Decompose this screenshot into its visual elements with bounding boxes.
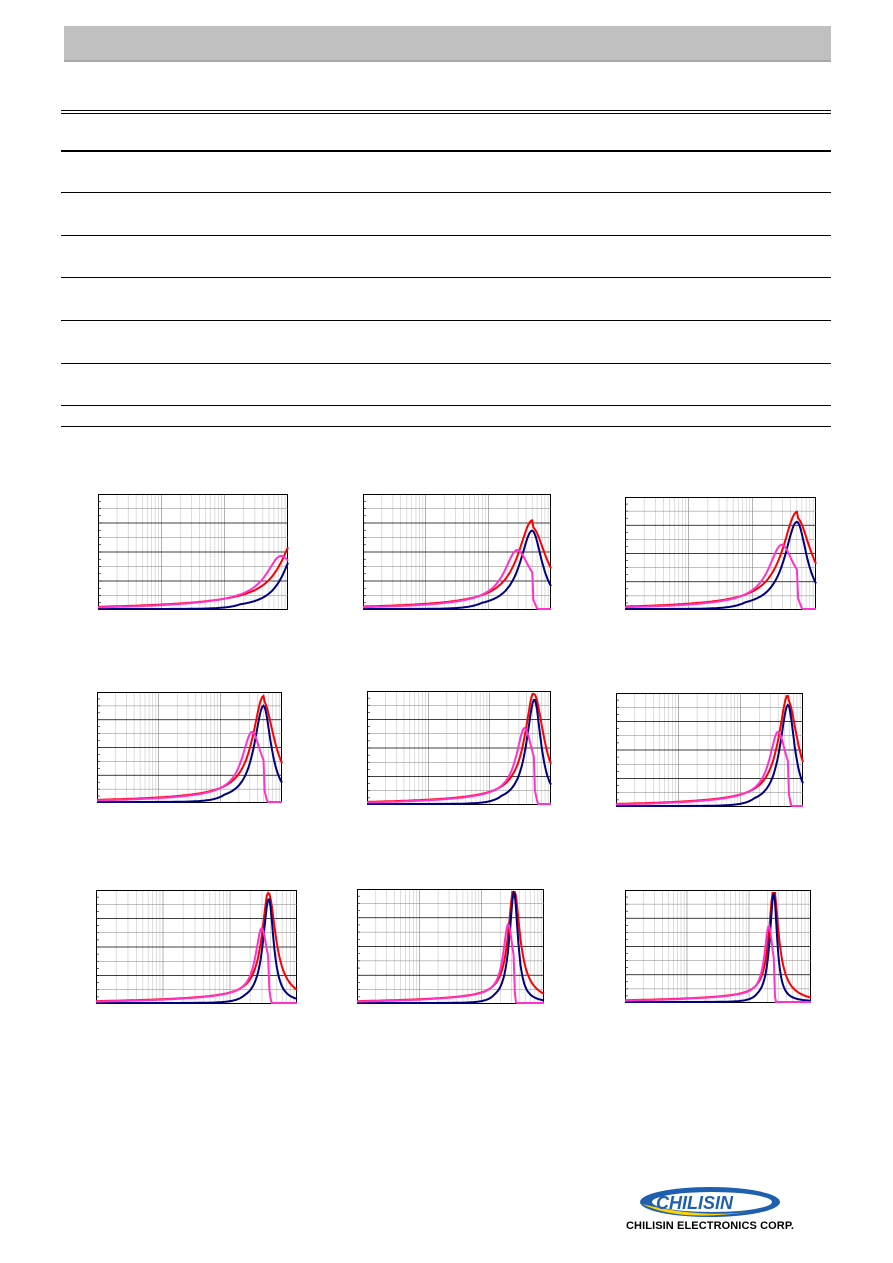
table-header-rule	[61, 150, 831, 152]
table-row-rule	[61, 235, 831, 236]
impedance-chart	[356, 889, 545, 1004]
impedance-chart	[95, 890, 298, 1004]
series-line-magenta	[624, 543, 816, 610]
impedance-chart	[624, 497, 817, 610]
series-line-navy	[367, 698, 552, 805]
series-line-magenta	[367, 726, 551, 805]
series-line-red	[625, 510, 817, 608]
series-line-navy	[616, 703, 804, 807]
series-line-navy	[357, 890, 545, 1004]
impedance-chart	[97, 494, 289, 610]
series-line-magenta	[616, 730, 803, 807]
series-line-red	[97, 546, 289, 608]
impedance-chart	[367, 691, 552, 805]
company-name: CHILISIN ELECTRONICS CORP.	[626, 1220, 795, 1232]
series-line-navy	[625, 520, 817, 610]
logo-yellow-accent	[642, 1204, 748, 1216]
series-line-magenta	[356, 923, 544, 1004]
impedance-chart	[363, 494, 552, 610]
series-line-navy	[625, 892, 812, 1003]
logo-wordmark: CHILISIN	[656, 1193, 734, 1213]
chilisin-logo: CHILISIN	[640, 1187, 780, 1217]
table-row-rule	[61, 405, 831, 406]
table-row-rule	[61, 277, 831, 278]
table-top-rule-2	[61, 113, 831, 114]
series-line-magenta	[97, 730, 282, 803]
series-line-navy	[96, 898, 298, 1004]
impedance-chart	[616, 693, 804, 807]
impedance-chart	[97, 692, 283, 803]
table-row-rule	[61, 363, 831, 364]
header-band	[64, 26, 831, 62]
series-line-magenta	[98, 554, 289, 609]
table-bottom-rule	[61, 426, 831, 427]
series-line-magenta	[95, 926, 297, 1004]
series-line-navy	[98, 562, 289, 610]
series-line-red	[363, 518, 552, 608]
table-row-rule	[61, 192, 831, 193]
table-top-rule	[61, 110, 831, 111]
impedance-chart	[625, 890, 812, 1003]
series-line-magenta	[363, 548, 551, 610]
logo-swoosh-inner	[652, 1192, 772, 1212]
series-line-navy	[363, 529, 552, 610]
series-line-navy	[97, 704, 283, 803]
table-row-rule	[61, 320, 831, 321]
series-line-magenta	[625, 923, 811, 1003]
